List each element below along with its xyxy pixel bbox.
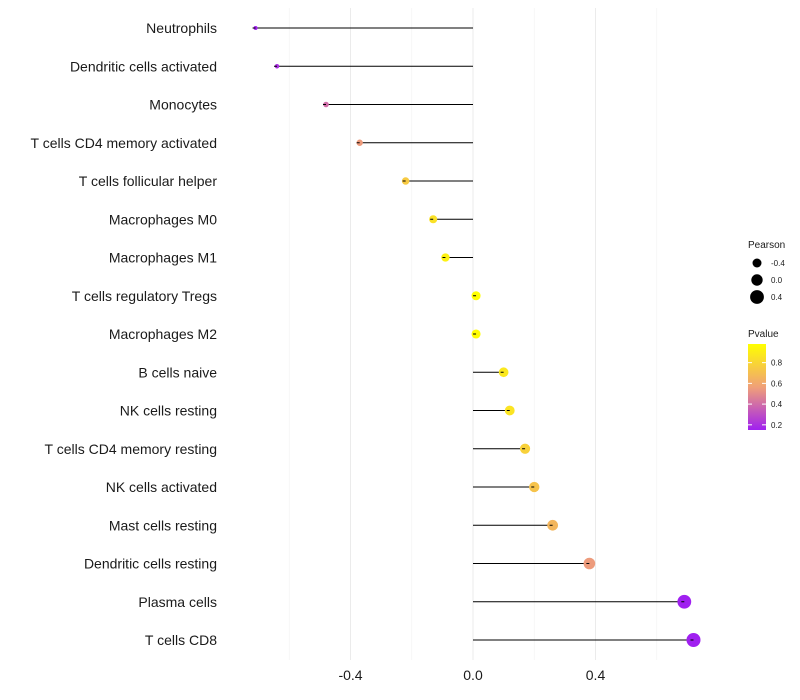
category-label: T cells regulatory Tregs xyxy=(72,288,217,304)
lollipop-17 xyxy=(473,633,701,647)
x-tick-label: 0.4 xyxy=(586,667,606,683)
legend: Pearson -0.4 0.0 0.4 Pvalue 0.8 0.6 0.4 0.2 xyxy=(748,240,785,430)
category-label: Monocytes xyxy=(149,97,217,113)
category-label: Dendritic cells activated xyxy=(70,58,217,74)
size-legend-title: Pearson xyxy=(748,240,785,251)
category-label: NK cells resting xyxy=(120,403,217,419)
size-legend-label: 0.0 xyxy=(771,276,783,285)
size-legend-label: -0.4 xyxy=(771,259,785,268)
category-label: Macrophages M0 xyxy=(109,211,217,227)
lollipop-5 xyxy=(401,177,473,185)
size-legend-label: 0.4 xyxy=(771,293,783,302)
lollipop-1 xyxy=(252,26,473,30)
size-legend-key xyxy=(750,290,764,304)
size-legend-key xyxy=(752,258,762,268)
size-legend-key xyxy=(751,274,763,286)
lollipop-13 xyxy=(473,481,540,493)
lollipop-10 xyxy=(473,367,509,378)
lollipop-15 xyxy=(473,557,596,570)
lollipop-6 xyxy=(429,215,473,224)
category-label: Macrophages M2 xyxy=(109,326,217,342)
lollipop-14 xyxy=(473,519,559,531)
category-label: Mast cells resting xyxy=(109,517,217,533)
category-label: Dendritic cells resting xyxy=(84,556,217,572)
lollipop-8 xyxy=(471,291,481,301)
color-legend-label: 0.8 xyxy=(771,359,783,368)
category-label: Neutrophils xyxy=(146,20,217,36)
lollipop-12 xyxy=(473,443,531,454)
lollipop-7 xyxy=(441,253,473,262)
lollipop-4 xyxy=(356,139,473,146)
category-label: NK cells activated xyxy=(106,479,217,495)
category-label: T cells CD4 memory resting xyxy=(45,441,217,457)
color-legend-label: 0.6 xyxy=(771,379,783,388)
lollipop-9 xyxy=(471,329,481,339)
color-legend-label: 0.4 xyxy=(771,400,783,409)
lollipop-2 xyxy=(274,64,473,69)
x-axis: -0.4 0.0 0.4 xyxy=(338,667,605,683)
category-label: T cells follicular helper xyxy=(79,173,218,189)
category-axis: Neutrophils Dendritic cells activated Mono… xyxy=(31,20,218,648)
x-tick-label: -0.4 xyxy=(338,667,362,683)
color-legend-label: 0.2 xyxy=(771,421,783,430)
marks-layer xyxy=(252,26,701,647)
lollipop-11 xyxy=(473,405,515,416)
color-legend-title: Pvalue xyxy=(748,329,779,340)
lollipop-3 xyxy=(323,101,473,108)
lollipop-16 xyxy=(473,594,692,609)
category-label: T cells CD4 memory activated xyxy=(31,135,217,151)
category-label: T cells CD8 xyxy=(145,632,217,648)
color-legend-bar xyxy=(748,344,766,430)
category-label: Macrophages M1 xyxy=(109,250,217,266)
x-tick-label: 0.0 xyxy=(463,667,483,683)
category-label: B cells naive xyxy=(138,364,217,380)
category-label: Plasma cells xyxy=(138,594,217,610)
